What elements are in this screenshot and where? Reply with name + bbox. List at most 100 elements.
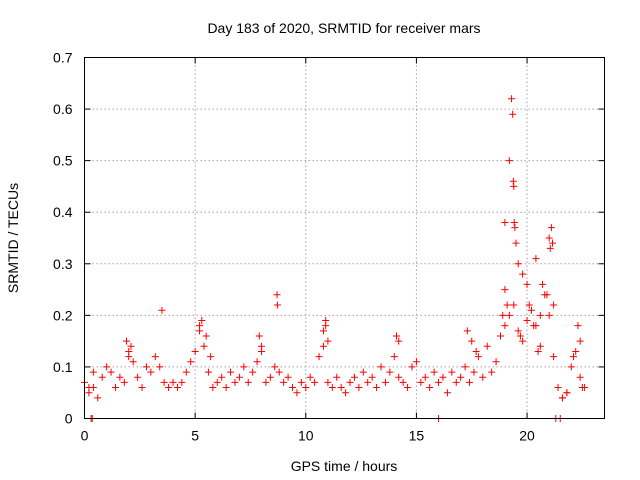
- data-point: [111, 384, 119, 392]
- data-point: [273, 301, 281, 309]
- data-point: [342, 389, 350, 397]
- data-point: [364, 378, 372, 386]
- data-point: [142, 363, 150, 371]
- data-point: [530, 322, 538, 330]
- data-point: [231, 378, 239, 386]
- y-tick-label: 0.4: [53, 204, 73, 220]
- data-point: [373, 384, 381, 392]
- data-point: [417, 378, 425, 386]
- y-tick-label: 0.3: [53, 256, 73, 272]
- data-point: [151, 353, 159, 361]
- data-point: [346, 378, 354, 386]
- data-point: [249, 368, 257, 376]
- data-point: [514, 327, 522, 335]
- data-point: [439, 373, 447, 381]
- data-point: [501, 286, 509, 294]
- data-point: [472, 347, 480, 355]
- data-point: [169, 378, 177, 386]
- data-point: [227, 368, 235, 376]
- data-point: [273, 291, 281, 299]
- data-point: [545, 311, 553, 319]
- data-point: [337, 384, 345, 392]
- data-point: [85, 384, 93, 392]
- data-point: [395, 373, 403, 381]
- data-point: [546, 244, 554, 252]
- data-point: [448, 368, 456, 376]
- data-point: [479, 373, 487, 381]
- data-point: [390, 353, 398, 361]
- data-point: [266, 373, 274, 381]
- data-point: [275, 368, 283, 376]
- data-point: [516, 332, 524, 340]
- y-tick-label: 0.7: [53, 50, 73, 66]
- data-point: [443, 389, 451, 397]
- y-tick-label: 0.6: [53, 101, 73, 117]
- x-tick-label: 15: [409, 428, 425, 444]
- data-point: [499, 311, 507, 319]
- data-point: [501, 322, 509, 330]
- data-point: [578, 384, 586, 392]
- x-tick-label: 20: [519, 428, 535, 444]
- x-axis-label: GPS time / hours: [291, 458, 398, 474]
- data-point: [386, 368, 394, 376]
- data-point: [125, 347, 133, 355]
- data-point: [519, 337, 527, 345]
- data-point: [191, 347, 199, 355]
- data-point: [563, 389, 571, 397]
- data-point: [527, 306, 535, 314]
- data-point: [536, 311, 544, 319]
- data-point: [558, 394, 566, 402]
- data-point: [302, 384, 310, 392]
- data-point: [501, 219, 509, 227]
- data-point: [311, 378, 319, 386]
- data-point: [322, 317, 330, 325]
- data-point: [510, 219, 518, 227]
- x-tick-label: 5: [191, 428, 199, 444]
- data-point: [123, 337, 131, 345]
- data-point: [244, 378, 252, 386]
- data-point: [512, 239, 520, 247]
- data-point: [94, 394, 102, 402]
- data-point: [509, 110, 517, 118]
- data-point: [514, 260, 522, 268]
- data-point: [457, 373, 465, 381]
- data-point: [319, 327, 327, 335]
- data-point: [550, 301, 558, 309]
- data-point: [435, 378, 443, 386]
- data-point: [399, 378, 407, 386]
- data-point: [554, 384, 562, 392]
- data-point: [534, 347, 542, 355]
- data-point: [523, 280, 531, 288]
- data-point: [134, 373, 142, 381]
- data-point: [182, 368, 190, 376]
- data-point: [519, 270, 527, 278]
- data-point: [461, 363, 469, 371]
- data-point: [213, 378, 221, 386]
- data-point: [127, 342, 135, 350]
- data-point: [466, 378, 474, 386]
- data-point: [488, 368, 496, 376]
- data-point: [173, 384, 181, 392]
- data-point: [289, 384, 296, 392]
- data-point: [187, 358, 195, 366]
- y-tick-label: 0.2: [53, 307, 73, 323]
- data-point: [550, 353, 558, 361]
- data-point: [196, 322, 204, 330]
- data-point: [395, 337, 403, 345]
- data-point: [89, 368, 97, 376]
- data-point: [505, 157, 513, 165]
- data-point: [324, 337, 332, 345]
- data-point: [200, 342, 208, 350]
- x-tick-label: 10: [298, 428, 314, 444]
- data-point: [258, 342, 266, 350]
- x-tick-label: 0: [81, 428, 89, 444]
- data-point: [255, 332, 263, 340]
- y-tick-label: 0.5: [53, 153, 73, 169]
- data-point: [510, 182, 518, 190]
- data-point: [474, 353, 482, 361]
- data-point: [543, 291, 551, 299]
- data-point: [138, 384, 146, 392]
- data-point: [178, 378, 186, 386]
- data-point: [393, 332, 400, 340]
- data-point: [463, 327, 471, 335]
